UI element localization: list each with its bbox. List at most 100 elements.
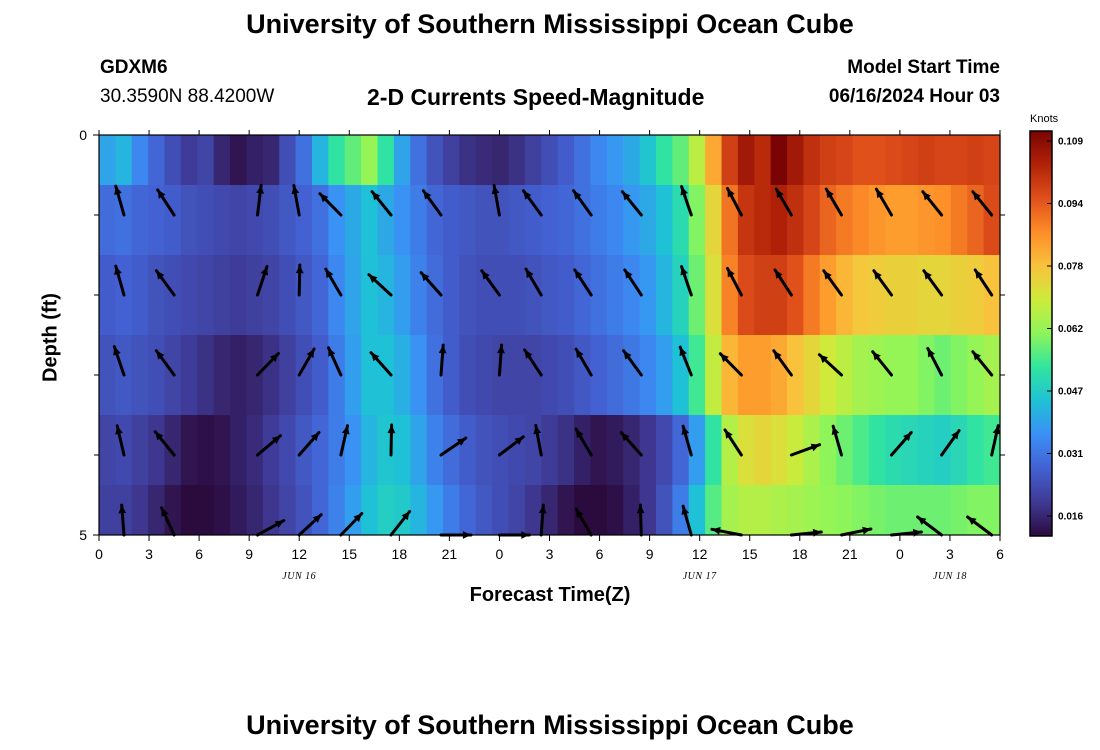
heatmap-cell — [983, 185, 1001, 255]
heatmap-cell — [770, 415, 788, 485]
heatmap-cell — [557, 335, 575, 415]
heatmap-cell — [803, 415, 821, 485]
x-tick-label: 6 — [996, 546, 1004, 562]
heatmap-cell — [705, 185, 723, 255]
x-tick-label: 0 — [896, 546, 904, 562]
heatmap-cell — [475, 415, 493, 485]
heatmap-cell — [541, 415, 559, 485]
heatmap-cell — [950, 415, 968, 485]
heatmap-cell — [262, 415, 280, 485]
heatmap-cell — [819, 255, 837, 335]
heatmap-cell — [393, 415, 411, 485]
colorbar-unit-label: Knots — [1030, 113, 1059, 125]
current-arrow — [822, 269, 843, 297]
heatmap-cell — [983, 135, 1001, 185]
current-arrow — [916, 515, 944, 537]
heatmap-cell — [524, 255, 542, 335]
heatmap-cell — [737, 415, 755, 485]
heatmap-cell — [475, 255, 493, 335]
x-tick-label: 15 — [341, 546, 357, 562]
heatmap-cell — [459, 415, 477, 485]
heatmap-cell — [754, 185, 772, 255]
current-arrow — [774, 187, 793, 217]
current-arrow — [156, 188, 176, 217]
heatmap-cell — [721, 415, 739, 485]
heatmap-cell — [115, 135, 133, 185]
heatmap-cell — [475, 135, 493, 185]
current-arrow — [538, 503, 547, 537]
heatmap-cell — [803, 185, 821, 255]
heatmap-cell — [328, 185, 346, 255]
heatmap-cell — [819, 335, 837, 415]
current-arrow — [773, 268, 793, 297]
current-arrow — [681, 504, 693, 537]
heatmap-cell — [541, 185, 559, 255]
x-tick-label: 12 — [692, 546, 708, 562]
heatmap-cell — [524, 185, 542, 255]
heatmap-cell — [99, 415, 116, 485]
heatmap-cell — [148, 485, 166, 535]
current-arrow — [619, 431, 643, 457]
current-arrow — [681, 424, 693, 457]
heatmap-cell — [885, 135, 903, 185]
heatmap-cell — [311, 255, 329, 335]
heatmap-cell — [639, 255, 657, 335]
heatmap-cell — [393, 335, 411, 415]
x-tick-label: 18 — [392, 546, 408, 562]
heatmap-cell — [197, 255, 215, 335]
current-arrow — [114, 264, 126, 297]
current-arrow — [154, 349, 176, 377]
heatmap-cell — [868, 485, 886, 535]
plot-axes: 0 3 6 9 12 15 18 21 0 3 6 9 12 15 18 21 0 3 6 JUN 16 JUN 17 J… — [79, 127, 1005, 582]
current-arrow — [523, 348, 543, 377]
heatmap-cell — [574, 485, 592, 535]
heatmap-cell — [246, 335, 264, 415]
current-arrow — [623, 268, 643, 297]
heatmap-cell — [852, 335, 870, 415]
heatmap-cell — [508, 335, 526, 415]
heatmap-cell — [623, 185, 641, 255]
heatmap-cell — [295, 185, 313, 255]
heatmap-cell — [639, 335, 657, 415]
heatmap-cell — [328, 135, 346, 185]
heatmap-cell — [868, 415, 886, 485]
heatmap-cell — [99, 135, 116, 185]
heatmap-cell — [197, 415, 215, 485]
current-arrow — [160, 506, 176, 537]
heatmap-cell — [246, 485, 264, 535]
heatmap-cell — [918, 135, 936, 185]
heatmap-cell — [328, 335, 346, 415]
date-label: JUN 18 — [933, 571, 967, 582]
current-arrow — [726, 186, 743, 217]
heatmap-cell — [787, 335, 805, 415]
current-arrow — [114, 184, 126, 217]
heatmap-cell — [377, 135, 395, 185]
heatmap-cell — [426, 415, 444, 485]
heatmap-cell — [901, 485, 919, 535]
heatmap-cell — [311, 335, 329, 415]
heatmap-cell — [197, 485, 215, 535]
heatmap-cell — [148, 335, 166, 415]
station-coordinates: 30.3590N 88.4200W — [100, 86, 275, 107]
current-arrow — [573, 268, 593, 297]
heatmap-cell — [443, 335, 460, 415]
heatmap-cell — [868, 335, 886, 415]
current-arrow — [297, 513, 323, 537]
current-arrow — [112, 345, 126, 377]
current-arrow — [421, 189, 443, 217]
heatmap-cell — [393, 185, 411, 255]
current-arrow — [522, 189, 543, 217]
heatmap-cell — [344, 335, 362, 415]
colorbar-tick-label: 0.016 — [1058, 512, 1083, 523]
x-tick-label: 3 — [546, 546, 554, 562]
current-arrow — [389, 510, 412, 537]
heatmap-cell — [164, 485, 182, 535]
heatmap-cell — [557, 135, 575, 185]
heatmap-cell — [819, 485, 837, 535]
current-arrow — [491, 184, 501, 217]
heatmap-cell — [180, 415, 198, 485]
heatmap-cell — [655, 135, 673, 185]
heatmap-cell — [967, 255, 985, 335]
heatmap-cell — [426, 335, 444, 415]
